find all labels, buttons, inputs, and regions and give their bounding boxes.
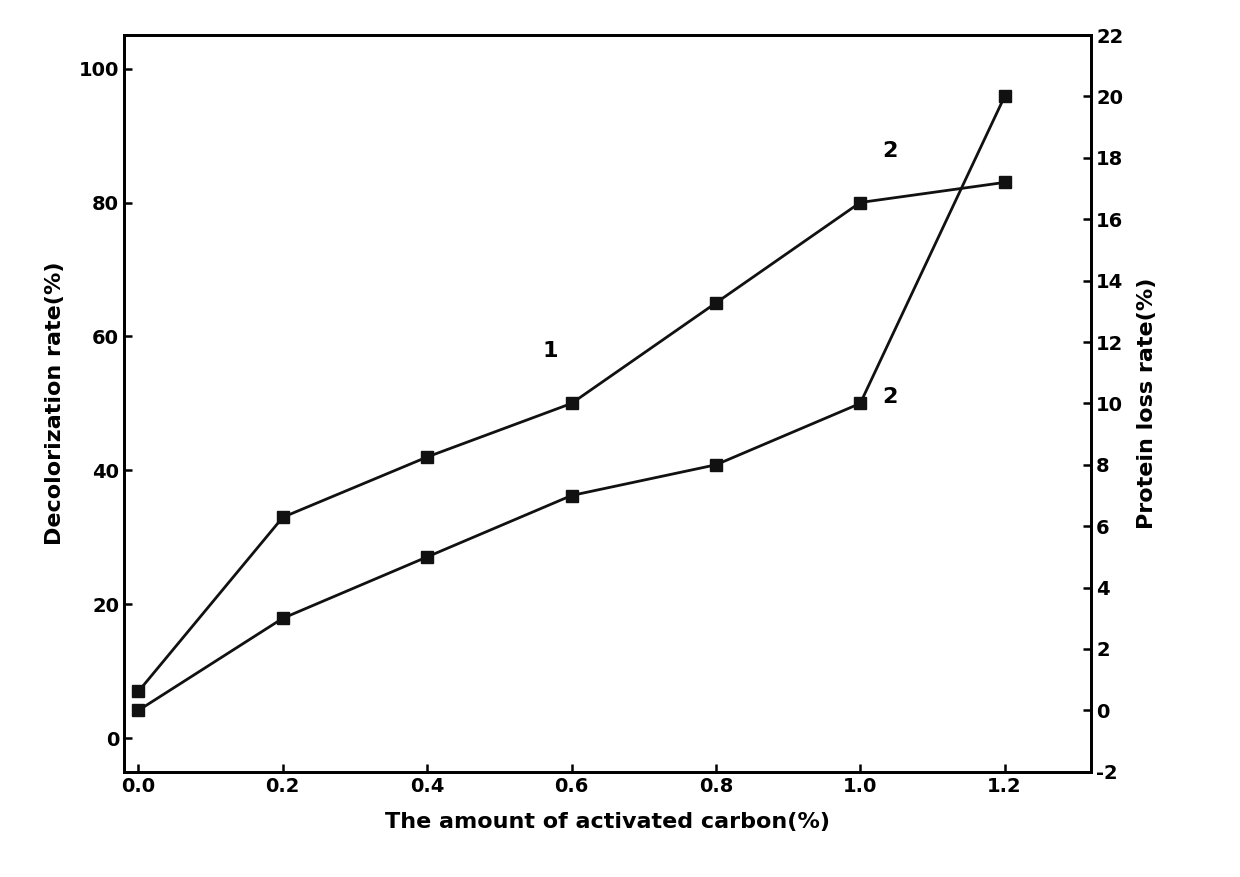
Text: 2: 2 — [882, 388, 898, 408]
Text: 1: 1 — [543, 340, 558, 360]
Text: 2: 2 — [882, 140, 898, 160]
Y-axis label: Protein loss rate(%): Protein loss rate(%) — [1137, 278, 1157, 529]
X-axis label: The amount of activated carbon(%): The amount of activated carbon(%) — [386, 812, 830, 832]
Y-axis label: Decolorization rate(%): Decolorization rate(%) — [45, 261, 64, 545]
